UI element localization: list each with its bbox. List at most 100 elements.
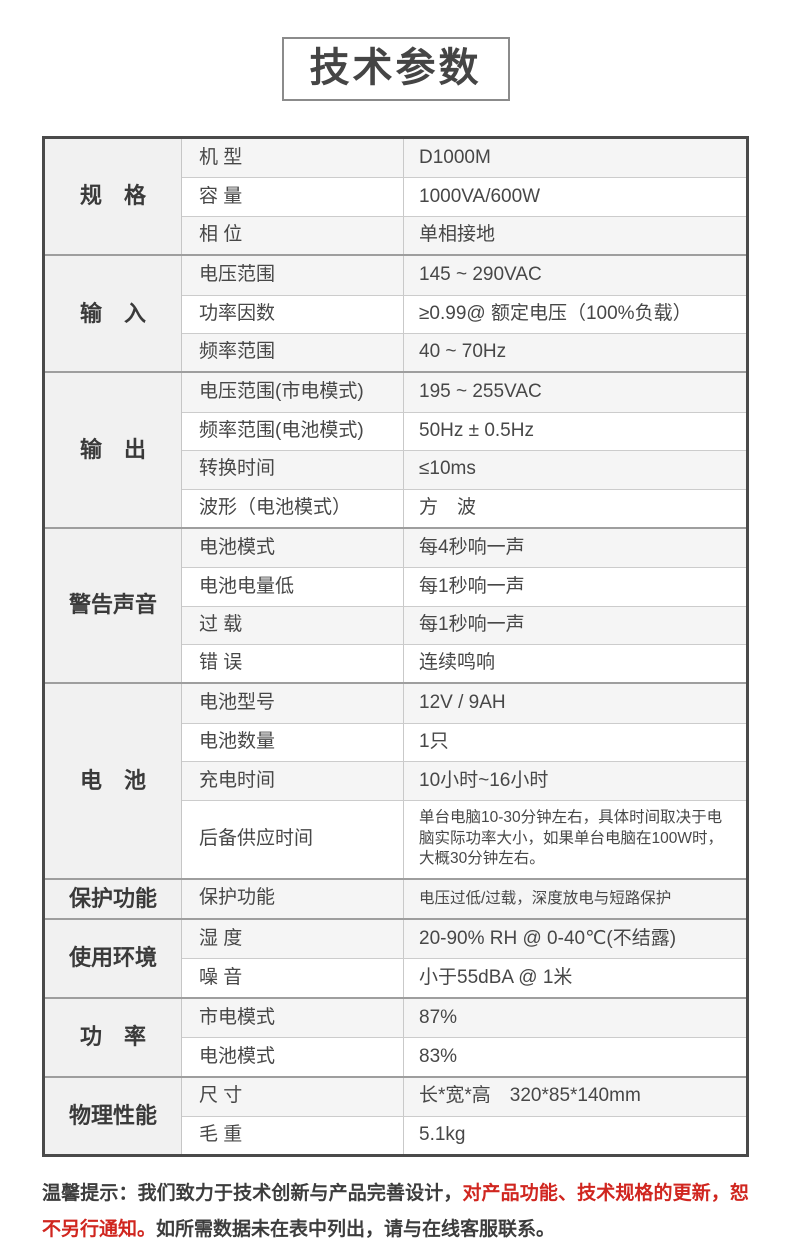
spec-value: 每1秒响一声	[419, 575, 525, 597]
spec-row: 电池模式 83%	[182, 1037, 746, 1076]
spec-row: 保护功能 电压过低/过载，深度放电与短路保护	[182, 879, 746, 919]
section-name: 使用环境	[45, 920, 182, 997]
spec-value: 每1秒响一声	[419, 613, 525, 635]
spec-value: 1000VA/600W	[419, 185, 541, 207]
title-section: 技术参数	[42, 37, 749, 101]
spec-value: 87%	[419, 1006, 458, 1028]
spec-row: 频率范围(电池模式) 50Hz ± 0.5Hz	[182, 411, 746, 451]
spec-label: 电压范围(市电模式)	[182, 373, 404, 412]
table-section: 规 格机 型 D1000M 容 量 1000VA/600W 相 位单相接地	[45, 139, 746, 255]
spec-label: 电池数量	[182, 723, 404, 762]
spec-value: 5.1kg	[419, 1124, 466, 1146]
spec-label: 噪 音	[182, 959, 404, 997]
spec-label: 电池模式	[182, 528, 404, 568]
footer-note: 温馨提示：我们致力于技术创新与产品完善设计，对产品功能、技术规格的更新，恕不另行…	[42, 1176, 749, 1246]
page-title: 技术参数	[309, 46, 482, 90]
section-rows: 市电模式 87% 电池模式 83%	[182, 998, 746, 1076]
spec-row: 功率因数 ≥0.99@ 额定电压（100%负载）	[182, 294, 746, 333]
spec-value: ≥0.99@ 额定电压（100%负载）	[419, 302, 692, 324]
spec-row: 频率范围 40 ~ 70Hz	[182, 332, 746, 372]
spec-value: 单相接地	[419, 224, 496, 246]
spec-row: 容 量 1000VA/600W	[182, 177, 746, 216]
spec-label: 转换时间	[182, 451, 404, 489]
spec-label: 频率范围(电池模式)	[182, 412, 404, 451]
spec-value: 单台电脑10-30分钟左右，具体时间取决于电脑实际功率大小，如果单台电脑在100…	[419, 809, 723, 868]
spec-label: 保护功能	[182, 879, 404, 919]
section-name: 保护功能	[45, 879, 182, 919]
spec-label: 后备供应时间	[182, 800, 404, 878]
spec-label: 相 位	[182, 216, 404, 255]
table-section: 警告声音 电池模式 每4秒响一声 电池电量低 每1秒响一声过 载每1秒响一声错 误连续鸣…	[45, 526, 746, 683]
section-name: 规 格	[45, 139, 182, 255]
section-rows: 机 型 D1000M 容 量 1000VA/600W 相 位单相接地	[182, 139, 746, 255]
spec-row: 电压范围 145 ~ 290VAC	[182, 256, 746, 295]
section-name: 电 池	[45, 684, 182, 878]
section-rows: 尺 寸长*宽*高 320*85*140mm 毛 重 5.1kg	[182, 1077, 746, 1155]
footer-prefix: 温馨提示：	[42, 1183, 138, 1205]
title-box: 技术参数	[281, 37, 510, 101]
spec-row: 噪 音小于55dBA @ 1米	[182, 958, 746, 997]
spec-value: ≤10ms	[419, 458, 476, 480]
spec-value: 方 波	[419, 496, 477, 518]
spec-table: 规 格机 型 D1000M 容 量 1000VA/600W 相 位单相接地输 入电压范围…	[42, 136, 749, 1158]
spec-row: 电池模式 每4秒响一声	[182, 528, 746, 568]
section-name: 输 入	[45, 256, 182, 372]
spec-label: 市电模式	[182, 998, 404, 1038]
spec-value: 145 ~ 290VAC	[419, 263, 542, 285]
spec-label: 毛 重	[182, 1116, 404, 1155]
section-rows: 保护功能 电压过低/过载，深度放电与短路保护	[182, 879, 746, 919]
spec-label: 充电时间	[182, 762, 404, 800]
spec-label: 电池型号	[182, 684, 404, 723]
spec-value: 电压过低/过载，深度放电与短路保护	[419, 889, 672, 907]
section-rows: 电压范围 145 ~ 290VAC 功率因数 ≥0.99@ 额定电压（100%负载） 频…	[182, 256, 746, 372]
spec-row: 湿 度 20-90% RH @ 0-40℃(不结露)	[182, 920, 746, 959]
spec-label: 电压范围	[182, 256, 404, 295]
spec-row: 充电时间 10小时~16小时	[182, 761, 746, 800]
spec-label: 机 型	[182, 139, 404, 178]
spec-label: 容 量	[182, 178, 404, 216]
spec-row: 错 误连续鸣响	[182, 644, 746, 683]
spec-label: 电池电量低	[182, 568, 404, 606]
section-rows: 电池型号 12V / 9AH 电池数量 1只 充电时间 10小时~16小时 后备供应时间 单台…	[182, 684, 746, 878]
section-name: 警告声音	[45, 528, 182, 683]
spec-label: 过 载	[182, 606, 404, 645]
spec-value: 12V / 9AH	[419, 692, 506, 714]
spec-row: 过 载每1秒响一声	[182, 605, 746, 645]
spec-row: 波形（电池模式） 方 波	[182, 488, 746, 527]
section-rows: 电压范围(市电模式) 195 ~ 255VAC 频率范围(电池模式) 50Hz ± 0…	[182, 373, 746, 527]
spec-value: 长*宽*高 320*85*140mm	[419, 1085, 641, 1107]
spec-row: 电压范围(市电模式) 195 ~ 255VAC	[182, 373, 746, 412]
spec-label: 错 误	[182, 645, 404, 683]
section-rows: 电池模式 每4秒响一声 电池电量低 每1秒响一声过 载每1秒响一声错 误连续鸣响	[182, 528, 746, 683]
table-section: 使用环境湿 度 20-90% RH @ 0-40℃(不结露) 噪 音小于55dBA …	[45, 918, 746, 997]
spec-row: 毛 重 5.1kg	[182, 1115, 746, 1155]
footer-text-2: 如所需数据未在表中列出，请与在线客服联系。	[156, 1218, 556, 1240]
table-section: 电 池电池型号 12V / 9AH 电池数量 1只 充电时间 10小时~16小时 后备供应时…	[45, 682, 746, 878]
spec-value: 83%	[419, 1045, 458, 1067]
footer-text-1: 我们致力于技术创新与产品完善设计，	[137, 1183, 463, 1205]
spec-value: 20-90% RH @ 0-40℃(不结露)	[419, 927, 677, 949]
spec-label: 湿 度	[182, 920, 404, 959]
table-section: 保护功能 保护功能 电压过低/过载，深度放电与短路保护	[45, 877, 746, 919]
section-name: 输 出	[45, 373, 182, 527]
spec-label: 功率因数	[182, 295, 404, 333]
spec-row: 电池电量低 每1秒响一声	[182, 567, 746, 606]
table-section: 输 出电压范围(市电模式) 195 ~ 255VAC 频率范围(电池模式) 50Hz …	[45, 371, 746, 527]
section-name: 功 率	[45, 998, 182, 1076]
spec-value: 1只	[419, 731, 449, 753]
spec-value: 10小时~16小时	[419, 769, 549, 791]
spec-row: 市电模式 87%	[182, 998, 746, 1038]
table-section: 输 入电压范围 145 ~ 290VAC 功率因数 ≥0.99@ 额定电压（100%负…	[45, 254, 746, 372]
spec-row: 转换时间 ≤10ms	[182, 450, 746, 489]
spec-value: 40 ~ 70Hz	[419, 341, 507, 363]
spec-value: 每4秒响一声	[419, 536, 525, 558]
spec-row: 后备供应时间 单台电脑10-30分钟左右，具体时间取决于电脑实际功率大小，如果单台…	[182, 799, 746, 878]
spec-value: 50Hz ± 0.5Hz	[419, 420, 534, 442]
spec-label: 电池模式	[182, 1038, 404, 1076]
footer-highlight: 对产品功能、技术规格的更新，恕不另行通知。	[42, 1183, 749, 1240]
spec-row: 机 型 D1000M	[182, 139, 746, 178]
spec-label: 尺 寸	[182, 1077, 404, 1116]
table-section: 功 率市电模式 87% 电池模式 83%	[45, 996, 746, 1076]
table-section: 物理性能尺 寸长*宽*高 320*85*140mm 毛 重 5.1kg	[45, 1075, 746, 1155]
